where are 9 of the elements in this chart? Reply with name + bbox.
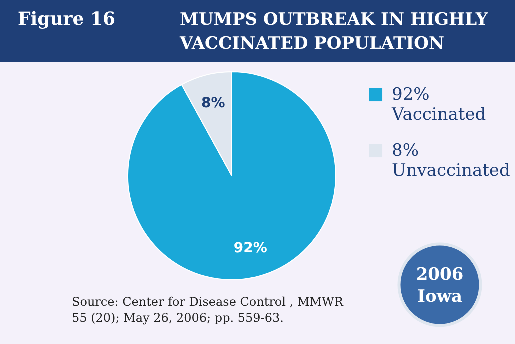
chart-subtitle: Figure 16: [18, 9, 116, 30]
data-label: 92%: [234, 240, 268, 257]
pie-slice: [128, 72, 336, 280]
data-label: 8%: [201, 95, 226, 112]
legend-label: 92% Vaccinated: [391, 85, 486, 125]
source-note: Source: Center for Disease Control , MMWR 55 (20); May 26, 2006; pp. 559-63.: [72, 295, 344, 325]
legend-label: 8% Unvaccinated: [392, 141, 510, 181]
text: 2006 Iowa: [416, 265, 464, 307]
chart-title: MUMPS OUTBREAK IN HIGHLY VACCINATED POPULATION: [179, 10, 489, 54]
